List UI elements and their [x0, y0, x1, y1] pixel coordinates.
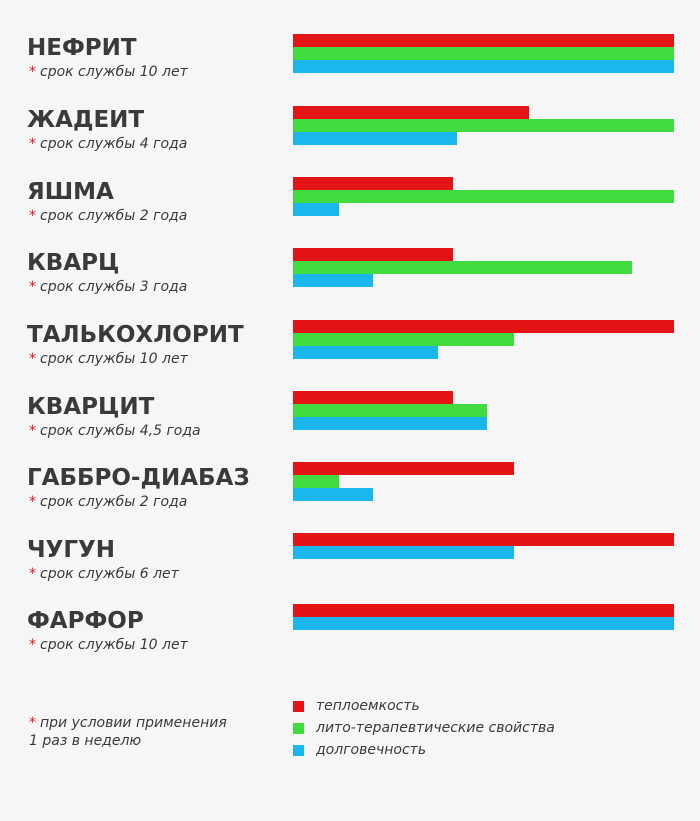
service-life-label: срок службы 10 лет — [40, 351, 188, 367]
category-row: КВАРЦИТ * срок службы 4,5 года — [0, 392, 700, 452]
service-life: * срок службы 4,5 года — [29, 422, 201, 440]
service-life-label: срок службы 2 года — [40, 494, 188, 510]
bar — [293, 462, 514, 475]
bar — [293, 604, 674, 617]
service-life: * срок службы 10 лет — [29, 350, 188, 368]
service-life-label: срок службы 10 лет — [40, 64, 188, 80]
asterisk: * — [29, 64, 36, 80]
bar — [293, 333, 514, 346]
service-life: * срок службы 3 года — [29, 278, 187, 296]
footnote-line-2: 1 раз в неделю — [29, 733, 142, 749]
category-row: ЖАДЕИТ * срок службы 4 года — [0, 105, 700, 165]
category-row: ТАЛЬКОХЛОРИТ * срок службы 10 лет — [0, 320, 700, 380]
category-row: ЧУГУН * срок службы 6 лет — [0, 535, 700, 595]
category-row: НЕФРИТ * срок службы 10 лет — [0, 33, 700, 93]
category-label: ЯШМА — [27, 179, 114, 205]
service-life-label: срок службы 6 лет — [40, 566, 179, 582]
category-label: КВАРЦ — [27, 250, 120, 276]
service-life: * срок службы 6 лет — [29, 565, 179, 583]
bar — [293, 261, 632, 274]
service-life-label: срок службы 10 лет — [40, 637, 188, 653]
service-life: * срок службы 2 года — [29, 207, 187, 225]
category-label: ЖАДЕИТ — [27, 107, 145, 133]
bar — [293, 132, 457, 145]
footnote-asterisk: * — [29, 715, 36, 731]
bar — [293, 60, 674, 73]
bar — [293, 119, 674, 132]
category-label: ФАРФОР — [27, 608, 144, 634]
category-row: ГАББРО-ДИАБАЗ * срок службы 2 года — [0, 463, 700, 523]
category-row: КВАРЦ * срок службы 3 года — [0, 248, 700, 308]
category-label: НЕФРИТ — [27, 35, 137, 61]
service-life-label: срок службы 4,5 года — [40, 423, 201, 439]
service-life: * срок службы 2 года — [29, 493, 187, 511]
bar — [293, 34, 674, 47]
bar — [293, 546, 514, 559]
bar — [293, 617, 674, 630]
asterisk: * — [29, 423, 36, 439]
legend-swatch — [293, 723, 304, 734]
asterisk: * — [29, 136, 36, 152]
asterisk: * — [29, 566, 36, 582]
service-life: * срок службы 4 года — [29, 135, 187, 153]
bar — [293, 488, 373, 501]
footnote-line-1: при условии применения — [40, 715, 227, 731]
bar — [293, 190, 674, 203]
legend-label: теплоемкость — [316, 698, 420, 714]
asterisk: * — [29, 208, 36, 224]
category-label: ТАЛЬКОХЛОРИТ — [27, 322, 244, 348]
category-row: ФАРФОР * срок службы 10 лет — [0, 606, 700, 666]
service-life-label: срок службы 3 года — [40, 279, 188, 295]
service-life: * срок службы 10 лет — [29, 636, 188, 654]
category-row: ЯШМА * срок службы 2 года — [0, 177, 700, 237]
bar — [293, 391, 453, 404]
legend-swatch — [293, 745, 304, 756]
asterisk: * — [29, 494, 36, 510]
bar — [293, 475, 339, 488]
bar — [293, 533, 674, 546]
category-label: ГАББРО-ДИАБАЗ — [27, 465, 250, 491]
bar — [293, 177, 453, 190]
category-label: ЧУГУН — [27, 537, 115, 563]
asterisk: * — [29, 637, 36, 653]
bar — [293, 320, 674, 333]
service-life-label: срок службы 2 года — [40, 208, 188, 224]
bar — [293, 274, 373, 287]
category-label: КВАРЦИТ — [27, 394, 155, 420]
service-life: * срок службы 10 лет — [29, 63, 188, 81]
asterisk: * — [29, 351, 36, 367]
bar — [293, 404, 487, 417]
footnote: * при условии применения 1 раз в неделю — [29, 714, 249, 750]
asterisk: * — [29, 279, 36, 295]
bar — [293, 248, 453, 261]
bar — [293, 47, 674, 60]
legend-swatch — [293, 701, 304, 712]
bar — [293, 346, 438, 359]
bar — [293, 417, 487, 430]
legend-label: лито-терапевтические свойства — [316, 720, 555, 736]
bar — [293, 106, 529, 119]
legend-label: долговечность — [316, 742, 427, 758]
service-life-label: срок службы 4 года — [40, 136, 188, 152]
bar — [293, 203, 339, 216]
